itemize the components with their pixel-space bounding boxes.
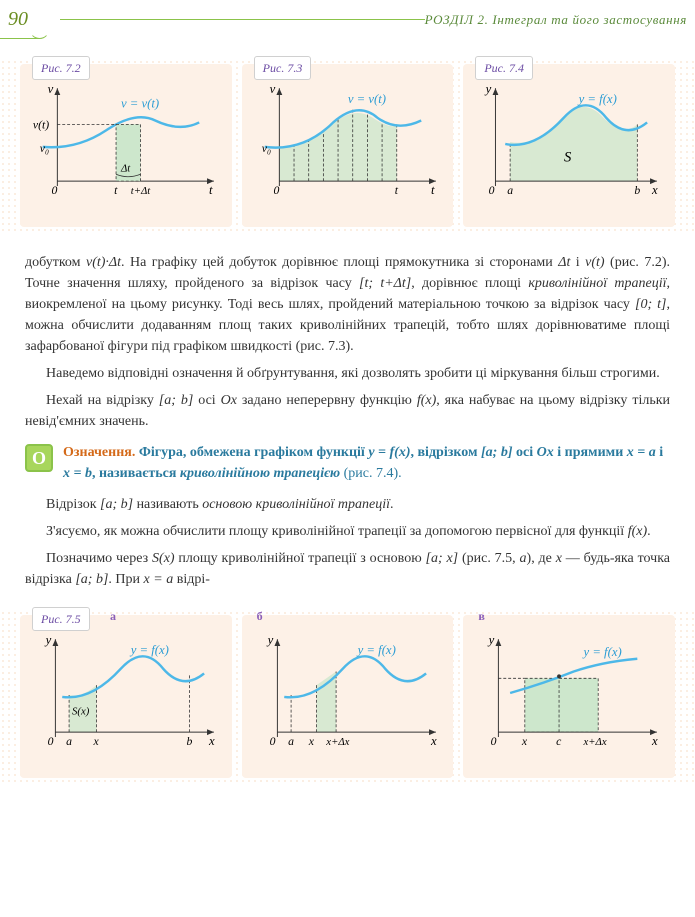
y-axis-label: y [265,633,273,647]
curve-label: y = f(x) [355,643,395,657]
curve-label: y = f(x) [129,643,169,657]
y-axis-label: y [487,633,495,647]
paragraph: Нехай на відрізку [a; b] осі Ox задано н… [25,390,670,432]
figure-7-5-c-svg: y y = f(x) 0 x c x+Δx x [471,623,667,763]
region-label: S(x) [72,706,90,718]
axis-tick: b [186,735,192,748]
sub-label: в [478,607,484,625]
axis-tick: c [556,735,562,748]
axis-tick: v₀ [40,142,49,155]
axis-tick: t [114,184,118,197]
figure-7-5-a-svg: y y = f(x) S(x) 0 a x b x [28,623,224,763]
x-axis-label: x [208,734,215,748]
x-axis-label: x [651,183,658,197]
figure-7-5-c: в y y = f(x) 0 x c x+Δx x [463,615,675,778]
figure-label: Рис. 7.2 [32,56,90,80]
figure-label: Рис. 7.3 [254,56,312,80]
paragraph: Наведемо відповідні означення й обґрунту… [25,363,670,384]
figure-7-3: Рис. 7.3 v₀ v v = v(t) 0 t t [242,64,454,227]
curve-label: v = v(t) [121,97,159,111]
axis-tick: x+Δx [325,736,349,748]
figure-7-3-svg: v₀ v v = v(t) 0 t t [250,72,446,212]
axis-tick: 0 [273,184,279,197]
axis-tick: v₀ [261,142,270,155]
curve-label: v = v(t) [348,92,386,106]
definition-block: О Означення. Фігура, обмежена графіком ф… [0,442,695,484]
figure-7-4-svg: y y = f(x) S 0 a b x [471,72,667,212]
y-axis-label: v [48,82,54,96]
axis-tick: x+Δx [583,736,607,748]
axis-tick: t [394,184,398,197]
figures-bottom-row: Рис. 7.5 а y y = f(x) S(x) 0 a x b x б [0,610,695,783]
definition-icon: О [25,444,53,472]
axis-tick: a [288,735,294,748]
figure-7-4: Рис. 7.4 y y = f(x) S 0 a b x [463,64,675,227]
figure-7-2-svg: v(t) v₀ v v = v(t) 0 t t+Δt t Δt [28,72,224,212]
definition-lead: Означення. [63,445,135,460]
page-header: 90 РОЗДІЛ 2. Інтеграл та його застосуван… [0,0,695,39]
axis-tick: 0 [269,735,275,748]
body-text: добутком v(t)·Δt. На графіку цей добуток… [0,252,695,432]
y-axis-label: y [44,633,52,647]
x-axis-label: t [431,183,435,197]
axis-tick: b [635,184,641,197]
figure-7-5-b: б y y = f(x) 0 a x x+Δx x [242,615,454,778]
axis-tick: 0 [51,184,57,197]
figure-label: Рис. 7.5 [32,607,90,631]
sub-label: б [257,607,263,625]
figures-top-row: Рис. 7.2 v(t) v₀ v v = v(t) 0 t t+Δt t Δ… [0,59,695,232]
definition-text: Означення. Фігура, обмежена графіком фун… [63,442,670,484]
y-axis-label: y [484,82,492,96]
paragraph: Позначимо через S(x) площу криволінійної… [25,548,670,590]
axis-tick: a [508,184,514,197]
figure-7-5-a: Рис. 7.5 а y y = f(x) S(x) 0 a x b x [20,615,232,778]
axis-tick: x [93,735,100,748]
header-rule [60,19,425,20]
axis-tick: 0 [48,735,54,748]
section-title: РОЗДІЛ 2. Інтеграл та його застосування [425,10,695,30]
axis-tick: 0 [489,184,495,197]
paragraph: добутком v(t)·Δt. На графіку цей добуток… [25,252,670,357]
x-axis-label: t [209,183,213,197]
axis-tick: a [66,735,72,748]
delta-label: Δt [120,162,131,174]
figure-7-2: Рис. 7.2 v(t) v₀ v v = v(t) 0 t t+Δt t Δ… [20,64,232,227]
axis-tick: t+Δt [131,185,152,197]
axis-tick: 0 [491,735,497,748]
y-axis-label: v [269,82,275,96]
curve-label: y = f(x) [577,92,617,106]
x-axis-label: x [430,734,437,748]
paragraph: Відрізок [a; b] називають основою кривол… [25,494,670,515]
body-text-2: Відрізок [a; b] називають основою кривол… [0,494,695,590]
page-number: 90 [0,0,40,39]
paragraph: З'ясуємо, як можна обчислити площу криво… [25,521,670,542]
sub-label: а [110,607,116,625]
x-axis-label: x [651,734,658,748]
region-label: S [564,150,572,166]
axis-tick: x [307,735,314,748]
figure-7-5-b-svg: y y = f(x) 0 a x x+Δx x [250,623,446,763]
axis-tick: x [521,735,528,748]
figure-label: Рис. 7.4 [475,56,533,80]
curve-label: y = f(x) [582,645,622,659]
axis-tick: v(t) [33,118,49,131]
